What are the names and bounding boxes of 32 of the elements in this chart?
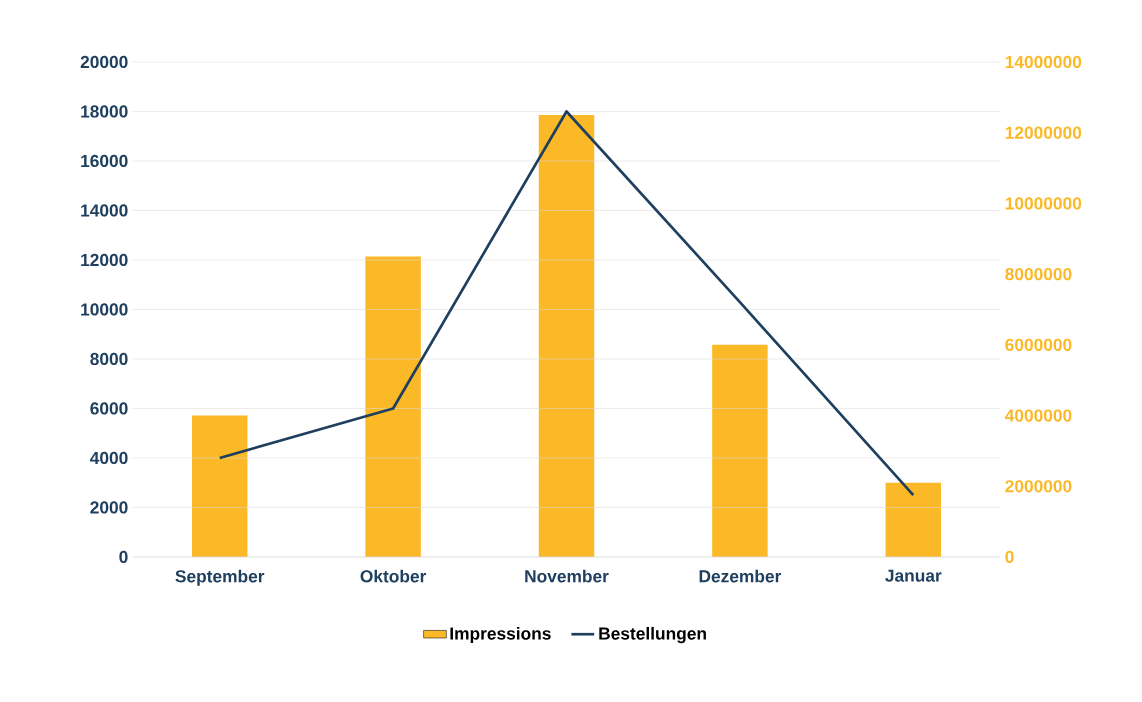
y-tick-label: 18000 [81, 105, 128, 118]
legend-label: Impressions [450, 626, 551, 644]
bar [712, 344, 768, 557]
y-tick-label: 14000 [81, 204, 128, 217]
bar [191, 415, 248, 557]
y-tick-label: 16000 [81, 154, 128, 168]
y2-tick-label: 8000000 [1005, 267, 1072, 281]
x-tick-label: Januar [885, 569, 942, 582]
y-tick-label: 2000 [90, 501, 128, 514]
y2-tick-label: 4000000 [1004, 409, 1072, 422]
y-tick-label: 12000 [81, 253, 128, 267]
bar [538, 115, 595, 557]
y2-tick-label: 14000000 [1005, 55, 1082, 69]
y2-tick-label: 6000000 [1005, 338, 1072, 351]
x-tick-label: November [525, 569, 609, 583]
y-tick-label: 6000 [90, 402, 128, 415]
y2-tick-label: 2000000 [1005, 480, 1072, 493]
x-tick-label: Dezember [699, 569, 782, 583]
line-series [218, 110, 915, 497]
y2-tick-label: 0 [1005, 550, 1014, 564]
y-tick-label: 0 [119, 550, 128, 564]
legend-label: Bestellungen [599, 626, 706, 644]
bar [885, 482, 942, 557]
y-tick-label: 4000 [90, 451, 128, 465]
y2-tick-label: 12000000 [1005, 126, 1082, 139]
x-tick-label: Oktober [360, 569, 427, 583]
y-tick-label: 20000 [80, 55, 128, 69]
bar [365, 256, 421, 557]
x-tick-label: September [175, 569, 265, 586]
y-tick-label: 8000 [90, 352, 128, 366]
y2-tick-label: 10000000 [1005, 197, 1082, 210]
y-tick-label: 10000 [81, 303, 128, 316]
